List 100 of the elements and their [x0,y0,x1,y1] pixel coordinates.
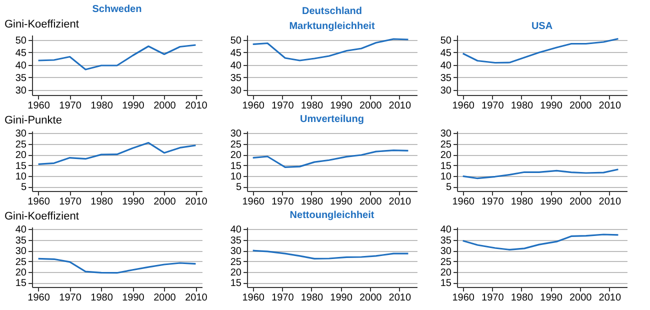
x-tick-label: 1960 [242,100,265,112]
y-tick-label: 15 [230,160,242,172]
y-tick-label: 30 [15,246,27,258]
x-tick-label: 2000 [569,292,592,304]
y-tick-label: 15 [15,278,27,290]
x-tick-label: 1960 [452,196,475,208]
x-tick-label: 1980 [300,100,324,112]
chart-title: Deutschland [302,6,362,17]
x-tick-label: 1980 [510,196,534,208]
x-tick-label: 1970 [272,100,294,112]
y-tick-label: 20 [230,150,242,162]
line-series [462,168,620,180]
x-tick-label: 1980 [300,196,324,208]
y-tick-label: 35 [15,235,27,246]
y-tick-label: 5 [20,182,27,194]
y-tick-label: 45 [15,48,27,59]
x-tick-label: 1990 [540,292,563,304]
x-tick-label: 1970 [59,100,82,112]
chart-subtitle: Marktungleichheit [289,21,376,32]
x-tick-label: 1990 [122,100,145,112]
x-tick-label: 1990 [330,292,353,304]
x-tick-label: 1980 [510,100,534,112]
y-tick-label: 10 [15,172,27,182]
y-tick-label: 35 [440,73,452,84]
x-tick-label: 1970 [59,196,82,208]
x-tick-label: 2000 [154,196,176,208]
x-tick-label: 1960 [452,292,475,304]
chart-title: Umverteilung [300,114,364,126]
x-tick-label: 2010 [598,100,622,112]
y-tick-label: 40 [15,224,27,236]
y-tick-label: 20 [440,150,452,162]
y-tick-label: 45 [440,48,452,59]
y-tick-label: 30 [230,128,242,140]
line-series [462,234,620,251]
y-axis-title: Gini-Punkte [4,114,62,126]
y-tick-label: 30 [230,246,242,258]
y-tick-label: 40 [230,224,242,236]
y-axis-title: Gini-Koeffizient [4,18,79,30]
y-axis-title: Gini-Koeffizient [4,210,79,222]
y-tick-label: 35 [15,73,27,84]
x-tick-label: 1970 [482,196,504,208]
x-tick-label: 2010 [598,196,622,208]
x-tick-label: 1980 [300,292,324,304]
x-tick-label: 1960 [242,292,265,304]
x-tick-label: 1990 [330,100,353,112]
chart-title: Nettoungleichheit [290,210,375,222]
y-tick-label: 25 [440,139,452,150]
x-tick-label: 1970 [59,292,82,304]
y-tick-label: 40 [15,60,27,72]
x-tick-label: 1980 [510,292,534,304]
y-tick-label: 25 [15,139,27,150]
x-tick-label: 1960 [28,196,50,208]
x-tick-label: 2000 [359,196,382,208]
y-tick-label: 20 [15,268,27,278]
x-tick-label: 2000 [154,292,176,304]
y-tick-label: 30 [15,86,27,96]
y-tick-label: 15 [230,278,242,290]
x-tick-label: 2000 [359,100,382,112]
y-tick-label: 20 [230,268,242,278]
x-tick-label: 2000 [569,100,592,112]
y-tick-label: 30 [440,128,452,140]
x-tick-label: 1960 [28,100,50,112]
x-tick-label: 1990 [122,292,145,304]
x-tick-label: 2000 [154,100,176,112]
x-tick-label: 1970 [482,100,504,112]
line-series [252,250,410,260]
y-tick-label: 50 [230,36,242,46]
x-tick-label: 1960 [28,292,50,304]
x-tick-label: 1960 [242,196,265,208]
line-series [252,38,410,62]
y-tick-label: 35 [440,235,452,246]
y-tick-label: 20 [15,150,27,162]
x-tick-label: 2010 [388,100,412,112]
y-tick-label: 25 [230,139,242,150]
y-tick-label: 40 [230,60,242,72]
x-tick-label: 1990 [330,196,353,208]
y-tick-label: 5 [236,182,242,194]
x-tick-label: 1990 [540,196,563,208]
x-tick-label: 1980 [90,196,114,208]
x-tick-label: 1960 [452,100,475,112]
y-tick-label: 35 [230,235,242,246]
x-tick-label: 2000 [359,292,382,304]
y-tick-label: 5 [446,182,452,194]
x-tick-label: 1970 [272,292,294,304]
y-tick-label: 30 [230,86,242,96]
chart-title: Schweden [92,4,142,15]
y-tick-label: 40 [440,60,452,72]
y-tick-label: 10 [230,172,242,182]
line-series [37,258,197,274]
x-tick-label: 1980 [90,100,114,112]
y-tick-label: 25 [15,256,27,268]
x-tick-label: 2010 [388,292,412,304]
chart-title: USA [531,21,553,32]
line-series [462,38,620,64]
y-tick-label: 30 [15,128,27,140]
x-tick-label: 1990 [122,196,145,208]
y-tick-label: 50 [15,36,27,46]
x-tick-label: 2010 [185,196,208,208]
y-tick-label: 25 [230,256,242,268]
y-tick-label: 15 [440,160,452,172]
